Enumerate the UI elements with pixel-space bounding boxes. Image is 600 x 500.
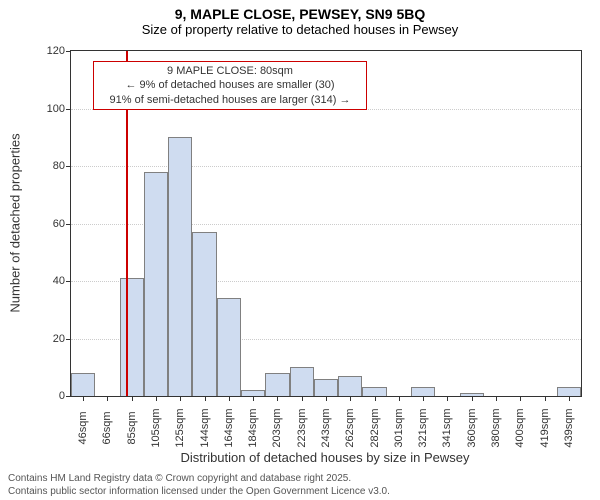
- xtick-mark: [545, 396, 546, 401]
- xtick-label: 203sqm: [271, 408, 283, 447]
- histogram-bar: [557, 387, 581, 396]
- xtick-mark: [180, 396, 181, 401]
- xtick-mark: [399, 396, 400, 401]
- xtick-label: 321sqm: [417, 408, 429, 447]
- ytick-mark: [66, 339, 71, 340]
- xtick-label: 400sqm: [514, 408, 526, 447]
- xtick-label: 66sqm: [101, 411, 113, 444]
- annotation-box: 9 MAPLE CLOSE: 80sqm← 9% of detached hou…: [93, 61, 367, 110]
- histogram-bar: [314, 379, 338, 396]
- ytick-mark: [66, 281, 71, 282]
- annotation-line-1: 9 MAPLE CLOSE: 80sqm: [100, 64, 360, 78]
- histogram-bar: [411, 387, 435, 396]
- gridline: [71, 166, 581, 167]
- xtick-mark: [302, 396, 303, 401]
- xtick-label: 341sqm: [441, 408, 453, 447]
- xtick-mark: [107, 396, 108, 401]
- footer-line-2: Contains public sector information licen…: [8, 485, 390, 498]
- xtick-label: 85sqm: [126, 411, 138, 444]
- ytick-label: 20: [53, 333, 65, 345]
- ytick-mark: [66, 224, 71, 225]
- histogram-bar: [338, 376, 362, 396]
- xtick-label: 419sqm: [539, 408, 551, 447]
- xtick-mark: [132, 396, 133, 401]
- xtick-mark: [350, 396, 351, 401]
- histogram-bar: [168, 137, 192, 396]
- xtick-mark: [472, 396, 473, 401]
- histogram-bar: [192, 232, 216, 396]
- xtick-label: 282sqm: [369, 408, 381, 447]
- y-axis-label: Number of detached properties: [8, 133, 23, 312]
- xtick-mark: [156, 396, 157, 401]
- xtick-mark: [229, 396, 230, 401]
- xtick-mark: [83, 396, 84, 401]
- xtick-label: 360sqm: [466, 408, 478, 447]
- footer-attribution: Contains HM Land Registry data © Crown c…: [0, 472, 390, 498]
- xtick-mark: [423, 396, 424, 401]
- x-axis-label: Distribution of detached houses by size …: [180, 450, 469, 465]
- histogram-bar: [144, 172, 168, 396]
- histogram-bar: [120, 278, 144, 396]
- xtick-label: 144sqm: [199, 408, 211, 447]
- annotation-line-2: ← 9% of detached houses are smaller (30): [100, 78, 360, 92]
- xtick-mark: [253, 396, 254, 401]
- annotation-line-3: 91% of semi-detached houses are larger (…: [100, 93, 360, 107]
- xtick-label: 125sqm: [174, 408, 186, 447]
- xtick-mark: [375, 396, 376, 401]
- ytick-label: 120: [47, 45, 65, 57]
- xtick-mark: [496, 396, 497, 401]
- chart-container: 9, MAPLE CLOSE, PEWSEY, SN9 5BQ Size of …: [0, 0, 600, 500]
- xtick-mark: [447, 396, 448, 401]
- histogram-bar: [217, 298, 241, 396]
- xtick-label: 262sqm: [344, 408, 356, 447]
- chart-title: 9, MAPLE CLOSE, PEWSEY, SN9 5BQ: [0, 0, 600, 22]
- xtick-label: 243sqm: [320, 408, 332, 447]
- xtick-mark: [326, 396, 327, 401]
- histogram-bar: [362, 387, 386, 396]
- ytick-mark: [66, 396, 71, 397]
- chart-subtitle: Size of property relative to detached ho…: [0, 22, 600, 41]
- ytick-label: 0: [59, 390, 65, 402]
- ytick-mark: [66, 51, 71, 52]
- xtick-mark: [205, 396, 206, 401]
- histogram-bar: [71, 373, 95, 396]
- footer-line-1: Contains HM Land Registry data © Crown c…: [8, 472, 390, 485]
- histogram-bar: [265, 373, 289, 396]
- xtick-label: 301sqm: [393, 408, 405, 447]
- xtick-label: 164sqm: [223, 408, 235, 447]
- xtick-mark: [277, 396, 278, 401]
- ytick-label: 80: [53, 160, 65, 172]
- xtick-label: 380sqm: [490, 408, 502, 447]
- xtick-label: 46sqm: [77, 411, 89, 444]
- ytick-label: 40: [53, 275, 65, 287]
- ytick-mark: [66, 109, 71, 110]
- xtick-label: 439sqm: [563, 408, 575, 447]
- xtick-mark: [569, 396, 570, 401]
- histogram-bar: [290, 367, 314, 396]
- xtick-label: 223sqm: [296, 408, 308, 447]
- xtick-mark: [520, 396, 521, 401]
- xtick-label: 184sqm: [247, 408, 259, 447]
- ytick-mark: [66, 166, 71, 167]
- xtick-label: 105sqm: [150, 408, 162, 447]
- ytick-label: 100: [47, 103, 65, 115]
- plot-area: 02040608010012046sqm66sqm85sqm105sqm125s…: [70, 50, 582, 397]
- ytick-label: 60: [53, 218, 65, 230]
